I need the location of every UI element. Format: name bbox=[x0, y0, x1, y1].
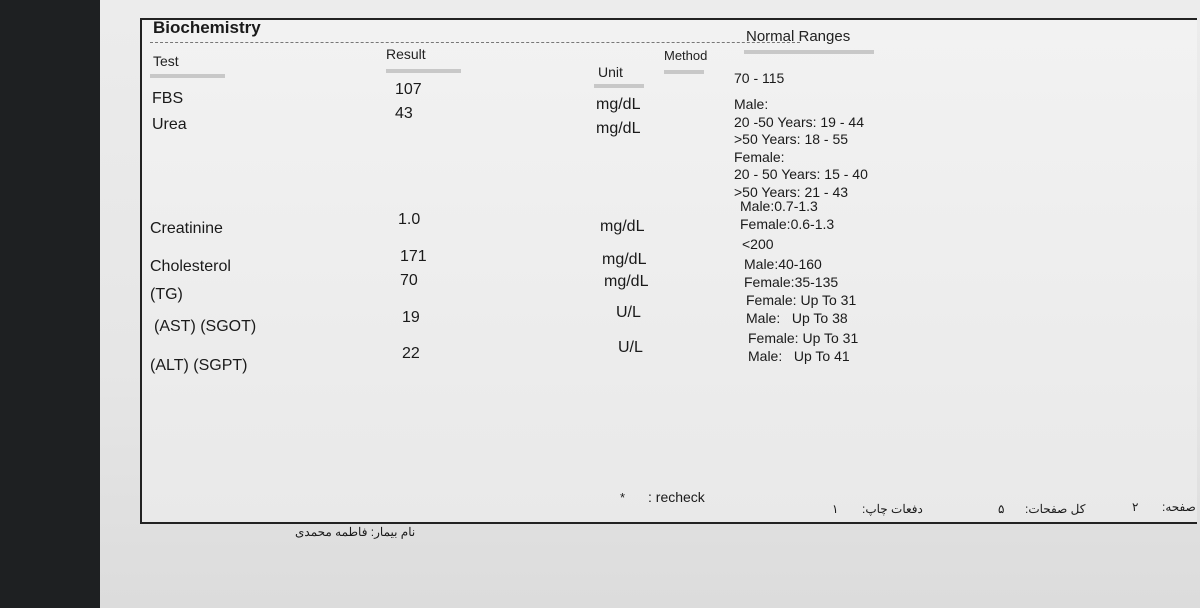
prints: ۱ bbox=[832, 502, 839, 516]
normal-range: 20 -50 Years: 19 - 44 bbox=[734, 113, 864, 130]
unit: U/L bbox=[618, 339, 643, 356]
unit: U/L bbox=[616, 304, 641, 321]
normal-range: >50 Years: 18 - 55 bbox=[734, 131, 849, 147]
test-name: (ALT) (SGPT) bbox=[150, 357, 248, 374]
normal-range: <200 bbox=[742, 236, 774, 252]
underline bbox=[386, 69, 461, 73]
normal-range: Male:0.7-1.3 bbox=[740, 198, 818, 214]
unit: mg/dL bbox=[596, 96, 641, 113]
section-title: Biochemistry bbox=[153, 18, 261, 37]
test-name: Creatinine bbox=[150, 220, 223, 237]
report-box bbox=[140, 18, 1197, 524]
normal-range: Female: bbox=[734, 148, 785, 165]
normal-range: Female: Up To 31 bbox=[748, 330, 859, 346]
col-header: Method bbox=[664, 48, 708, 63]
normal-range: Male: bbox=[734, 96, 769, 112]
result: 43 bbox=[395, 105, 413, 122]
normal-range: Female:35-135 bbox=[744, 273, 839, 290]
page: ۲ bbox=[1132, 500, 1139, 514]
normal-range: Female:0.6-1.3 bbox=[740, 215, 835, 232]
test-name: (TG) bbox=[150, 286, 183, 303]
col-header: Normal Ranges bbox=[746, 28, 851, 45]
result: 70 bbox=[400, 272, 418, 289]
underline bbox=[744, 50, 874, 54]
result: 1.0 bbox=[398, 211, 421, 228]
pages: ۵ bbox=[998, 502, 1005, 516]
normal-range: Male: Up To 38 bbox=[746, 309, 848, 326]
normal-range: >50 Years: 21 - 43 bbox=[734, 183, 849, 200]
unit: mg/dL bbox=[600, 218, 645, 235]
col-header: Test bbox=[153, 53, 179, 69]
page-label: صفحه: bbox=[1162, 500, 1196, 514]
divider bbox=[150, 42, 800, 43]
underline bbox=[150, 74, 225, 78]
result: 107 bbox=[395, 81, 422, 98]
footer-note: : recheck bbox=[648, 489, 705, 505]
result: 22 bbox=[402, 345, 420, 362]
normal-range: Male: Up To 41 bbox=[748, 347, 850, 364]
test-name: (AST) (SGOT) bbox=[154, 318, 257, 335]
footer-marker: * bbox=[620, 490, 626, 505]
test-name: FBS bbox=[152, 90, 184, 107]
underline bbox=[664, 70, 704, 74]
underline bbox=[594, 84, 644, 88]
normal-range: Male:40-160 bbox=[744, 256, 822, 272]
col-header: Unit bbox=[598, 64, 623, 80]
normal-range: 70 - 115 bbox=[734, 70, 785, 86]
pages-label: کل صفحات: bbox=[1025, 502, 1086, 516]
result: 19 bbox=[402, 309, 420, 326]
test-name: Cholesterol bbox=[150, 258, 231, 275]
unit: mg/dL bbox=[596, 120, 641, 137]
col-header: Result bbox=[386, 46, 426, 62]
test-name: Urea bbox=[152, 116, 187, 133]
normal-range: 20 - 50 Years: 15 - 40 bbox=[734, 166, 868, 182]
prints-label: دفعات چاپ: bbox=[862, 502, 923, 516]
normal-range: Female: Up To 31 bbox=[746, 292, 857, 308]
unit: mg/dL bbox=[604, 273, 649, 290]
patient-name: نام بیمار: فاطمه محمدی bbox=[295, 525, 416, 539]
result: 171 bbox=[400, 248, 427, 265]
unit: mg/dL bbox=[602, 251, 647, 268]
